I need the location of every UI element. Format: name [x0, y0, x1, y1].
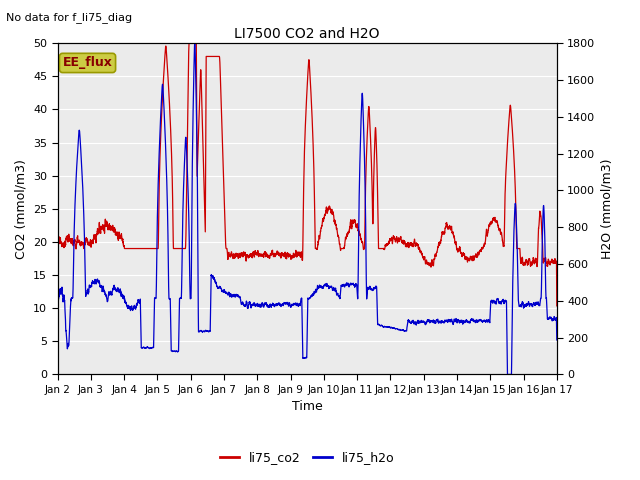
Y-axis label: CO2 (mmol/m3): CO2 (mmol/m3) — [15, 159, 28, 259]
li75_co2 — [553, 303, 561, 309]
X-axis label: Time: Time — [292, 400, 323, 413]
li75_h2o — [145, 345, 152, 350]
li75_co2 — [378, 246, 386, 252]
li75_h2o — [244, 303, 252, 309]
li75_h2o — [426, 319, 434, 324]
li75_co2 — [464, 255, 472, 261]
li75_h2o — [504, 372, 511, 377]
li75_co2 — [145, 246, 152, 252]
Text: EE_flux: EE_flux — [63, 57, 113, 70]
Line: li75_h2o: li75_h2o — [58, 43, 557, 374]
li75_co2 — [426, 261, 434, 267]
Legend: li75_co2, li75_h2o: li75_co2, li75_h2o — [215, 446, 399, 469]
li75_h2o — [553, 337, 561, 343]
li75_co2 — [244, 254, 252, 260]
li75_co2 — [185, 40, 193, 46]
li75_h2o — [191, 40, 198, 46]
li75_co2 — [54, 300, 61, 306]
li75_h2o — [464, 319, 472, 324]
Title: LI7500 CO2 and H2O: LI7500 CO2 and H2O — [234, 27, 380, 41]
Line: li75_co2: li75_co2 — [58, 43, 557, 306]
Text: No data for f_li75_diag: No data for f_li75_diag — [6, 12, 132, 23]
li75_h2o — [378, 323, 386, 329]
li75_h2o — [353, 288, 361, 293]
li75_co2 — [353, 223, 361, 229]
Y-axis label: H2O (mmol/m3): H2O (mmol/m3) — [601, 158, 614, 259]
li75_h2o — [54, 337, 61, 343]
